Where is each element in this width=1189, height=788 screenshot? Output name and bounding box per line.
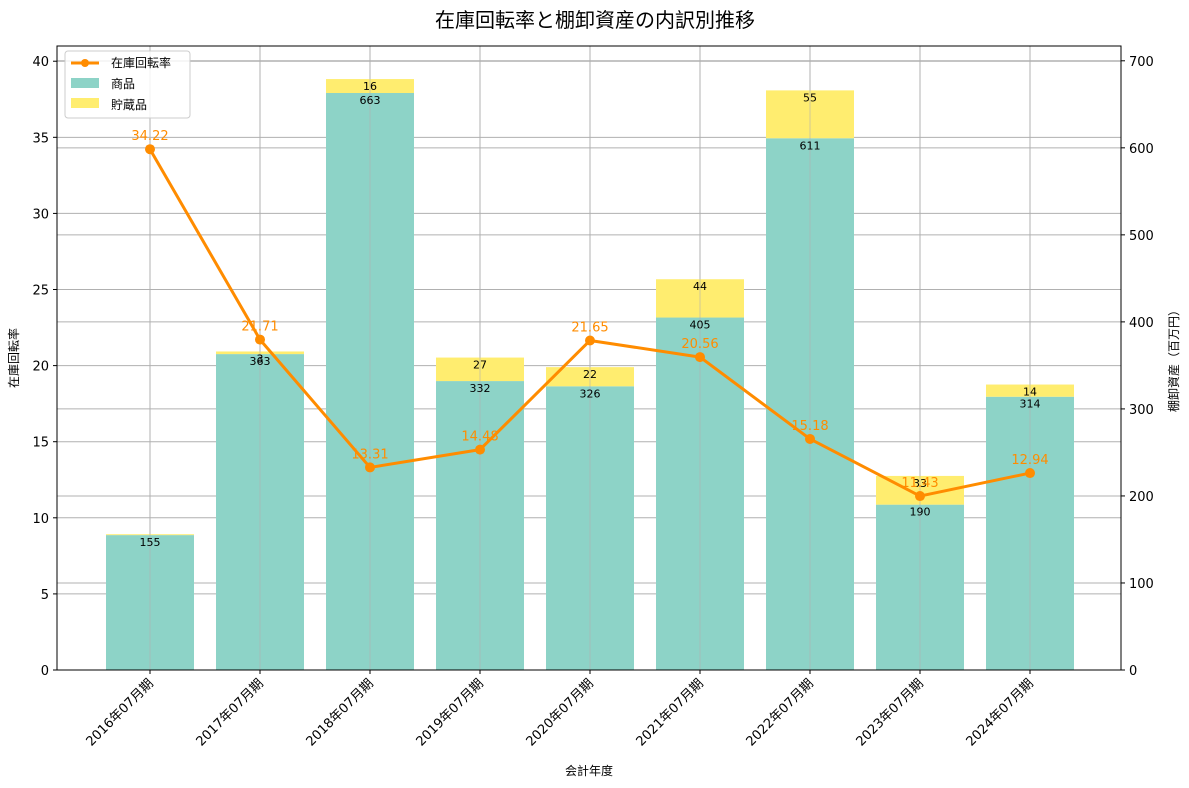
x-axis-label: 会計年度: [565, 763, 613, 778]
turnover-value: 34.22: [131, 129, 168, 144]
left-tick-label: 20: [32, 360, 49, 375]
left-tick-label: 35: [32, 131, 49, 146]
legend-item-supplies: 貯蔵品: [71, 98, 147, 112]
x-tick-label: 2020年07月期: [524, 676, 597, 749]
left-tick-label: 0: [41, 664, 49, 679]
x-axis: 2016年07月期 2017年07月期 2018年07月期 2019年07月期 2020…: [84, 670, 1037, 750]
bar-value-supplies: 22: [583, 368, 597, 381]
x-tick-label: 2019年07月期: [414, 676, 487, 749]
turnover-value: 20.56: [681, 337, 718, 352]
left-tick-label: 15: [32, 436, 49, 451]
turnover-value: 21.65: [571, 320, 608, 335]
x-tick-label: 2023年07月期: [854, 676, 927, 749]
bar-value-supplies: 44: [693, 280, 707, 293]
right-tick-label: 300: [1129, 403, 1154, 418]
x-tick-label: 2018年07月期: [304, 676, 377, 749]
left-axis: 0 5 10 15 20 25 30 35 40: [32, 55, 57, 679]
bar-series: [106, 46, 1074, 671]
bar-value-goods: 155: [140, 536, 161, 549]
bar-value-goods: 363: [250, 355, 271, 368]
turnover-value: 11.43: [901, 476, 938, 491]
right-tick-label: 700: [1129, 55, 1154, 70]
right-tick-label: 100: [1129, 577, 1154, 592]
legend-label: 貯蔵品: [111, 98, 147, 112]
turnover-value: 13.31: [351, 447, 388, 462]
x-tick-label: 2021年07月期: [634, 676, 707, 749]
bar-value-supplies: 55: [803, 91, 817, 104]
right-tick-label: 200: [1129, 490, 1154, 505]
swatch-icon: [71, 78, 99, 88]
right-tick-label: 0: [1129, 664, 1137, 679]
bar-value-goods: 326: [580, 387, 601, 400]
bar-value-goods: 663: [360, 94, 381, 107]
right-tick-label: 600: [1129, 142, 1154, 157]
left-tick-label: 30: [32, 207, 49, 222]
legend-item-goods: 商品: [71, 76, 135, 91]
turnover-marker: [255, 334, 265, 345]
bar-value-goods: 611: [800, 139, 821, 152]
left-axis-label: 在庫回転率: [6, 328, 21, 388]
bar-value-supplies: 3: [257, 352, 264, 365]
x-tick-label: 2017年07月期: [194, 676, 267, 749]
left-tick-label: 25: [32, 284, 49, 299]
bar-value-supplies: 33: [913, 477, 927, 490]
bar-value-goods: 190: [910, 506, 931, 519]
turnover-marker: [695, 352, 705, 363]
bar-value-supplies: 27: [473, 359, 487, 372]
left-tick-label: 10: [32, 512, 49, 527]
legend: 在庫回転率 商品 貯蔵品: [64, 50, 191, 119]
x-tick-label: 2024年07月期: [964, 676, 1037, 749]
turnover-marker: [365, 462, 375, 473]
turnover-marker: [585, 335, 595, 346]
turnover-value: 12.94: [1011, 453, 1048, 468]
x-tick-label: 2016年07月期: [84, 676, 157, 749]
marker-icon: [81, 59, 89, 67]
swatch-icon: [71, 98, 99, 108]
turnover-marker: [145, 144, 155, 155]
right-tick-label: 400: [1129, 316, 1154, 331]
legend-item-turnover: 在庫回転率: [71, 55, 171, 70]
chart-title: 在庫回転率と棚卸資産の内訳別推移: [435, 8, 755, 32]
line-series: 34.22 21.71 13.31 14.48 21.65 20.56 15.18 11.43…: [131, 129, 1049, 502]
turnover-value: 15.18: [791, 419, 828, 434]
bar-value-goods: 332: [470, 382, 491, 395]
legend-label: 在庫回転率: [111, 55, 171, 70]
turnover-marker: [475, 444, 485, 455]
turnover-marker: [915, 491, 925, 502]
bar-value-goods: 314: [1020, 398, 1041, 411]
bar-value-supplies: 14: [1023, 386, 1037, 399]
right-axis-label: 棚卸資産（百万円）: [1166, 304, 1181, 412]
turnover-marker: [805, 433, 815, 444]
x-tick-label: 2022年07月期: [744, 676, 817, 749]
turnover-value: 21.71: [241, 320, 278, 335]
right-tick-label: 500: [1129, 229, 1154, 244]
left-tick-label: 5: [41, 588, 49, 603]
bar-value-goods: 405: [690, 319, 711, 332]
plot-frame: [56, 45, 1122, 671]
right-axis: 0 100 200 300 400 500 600 700: [1121, 55, 1154, 679]
turnover-value: 14.48: [461, 430, 498, 445]
bar-value-supplies: 16: [363, 80, 377, 93]
turnover-marker: [1025, 468, 1035, 479]
legend-label: 商品: [111, 76, 135, 91]
left-tick-label: 40: [32, 55, 49, 70]
